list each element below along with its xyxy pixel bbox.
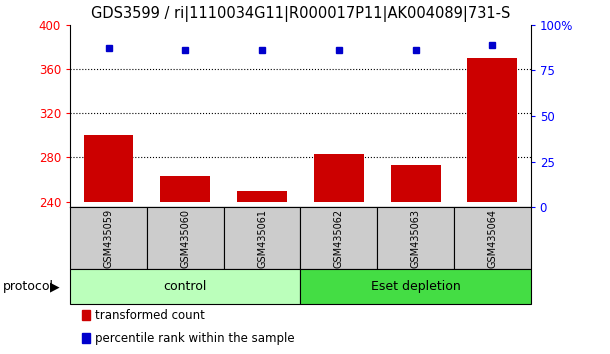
Bar — [70, 207, 147, 269]
Bar — [147, 207, 224, 269]
Bar — [377, 207, 454, 269]
Text: control: control — [163, 280, 207, 293]
Text: ▶: ▶ — [50, 280, 60, 293]
Bar — [237, 190, 287, 201]
Text: GSM435060: GSM435060 — [181, 209, 190, 268]
Bar — [390, 165, 440, 201]
Text: GSM435063: GSM435063 — [411, 209, 420, 268]
Bar — [70, 269, 301, 304]
Bar — [314, 154, 364, 201]
Bar — [454, 207, 531, 269]
Text: protocol: protocol — [3, 280, 54, 293]
Text: Eset depletion: Eset depletion — [371, 280, 461, 293]
Bar — [467, 58, 517, 201]
Bar — [84, 135, 134, 201]
Text: GSM435062: GSM435062 — [334, 209, 344, 268]
Bar — [160, 176, 210, 201]
Text: percentile rank within the sample: percentile rank within the sample — [95, 332, 295, 344]
Text: GSM435061: GSM435061 — [257, 209, 267, 268]
Text: GSM435064: GSM435064 — [487, 209, 497, 268]
Text: transformed count: transformed count — [95, 309, 205, 321]
Title: GDS3599 / ri|1110034G11|R000017P11|AK004089|731-S: GDS3599 / ri|1110034G11|R000017P11|AK004… — [91, 6, 510, 22]
Bar — [300, 207, 377, 269]
Bar — [224, 207, 300, 269]
Bar — [300, 269, 531, 304]
Text: GSM435059: GSM435059 — [104, 209, 113, 268]
